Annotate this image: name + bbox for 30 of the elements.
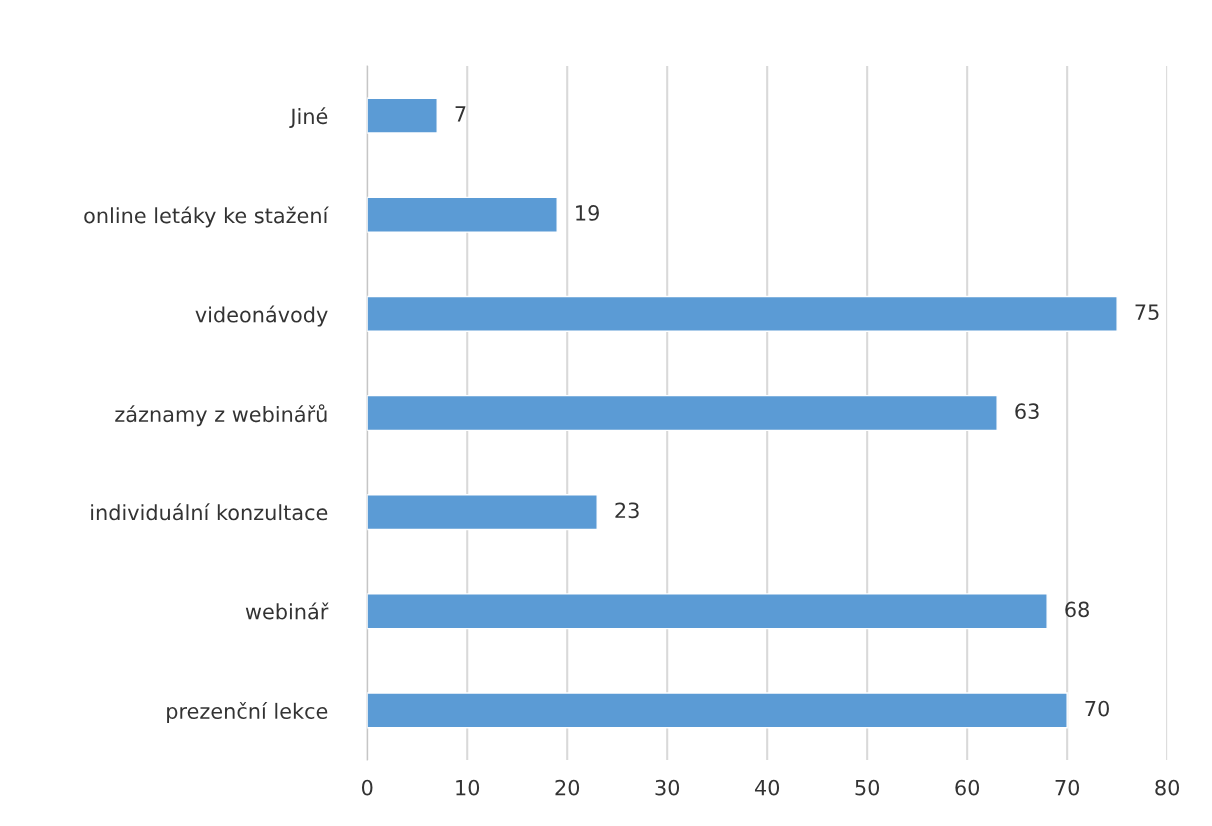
x-tick-label: 40 [754, 779, 780, 796]
y-tick-label: online letáky ke stažení [84, 206, 329, 228]
data-label: 68 [1065, 601, 1089, 618]
y-tick-label: záznamy z webinářů [115, 404, 327, 427]
x-tick-label: 30 [655, 779, 680, 796]
bar [367, 394, 998, 432]
data-label: 23 [615, 502, 639, 519]
data-label: 7 [455, 106, 466, 122]
data-label: 70 [1085, 700, 1109, 717]
y-tick-label: prezenční lekce [167, 702, 328, 724]
y-tick-label: webinář [245, 602, 329, 620]
data-label: 75 [1135, 304, 1159, 320]
y-tick-label: individuální konzultace [91, 503, 328, 521]
bar [367, 196, 558, 233]
y-tick-label: Jiné [289, 107, 328, 129]
bar [367, 97, 438, 134]
x-tick-label: 80 [1155, 779, 1180, 796]
data-label: 63 [1015, 403, 1039, 420]
bar [367, 494, 598, 531]
x-tick-label: 60 [955, 779, 980, 796]
x-tick-label: 70 [1055, 779, 1080, 796]
bar [367, 692, 1068, 729]
x-tick-label: 0 [361, 779, 373, 796]
x-tick-label: 10 [456, 779, 480, 796]
y-tick-label: videonávody [195, 305, 328, 327]
x-tick-label: 20 [555, 779, 580, 796]
data-label: 19 [576, 205, 599, 221]
bar [367, 295, 1118, 332]
x-tick-label: 50 [855, 779, 880, 796]
bar [367, 593, 1048, 630]
